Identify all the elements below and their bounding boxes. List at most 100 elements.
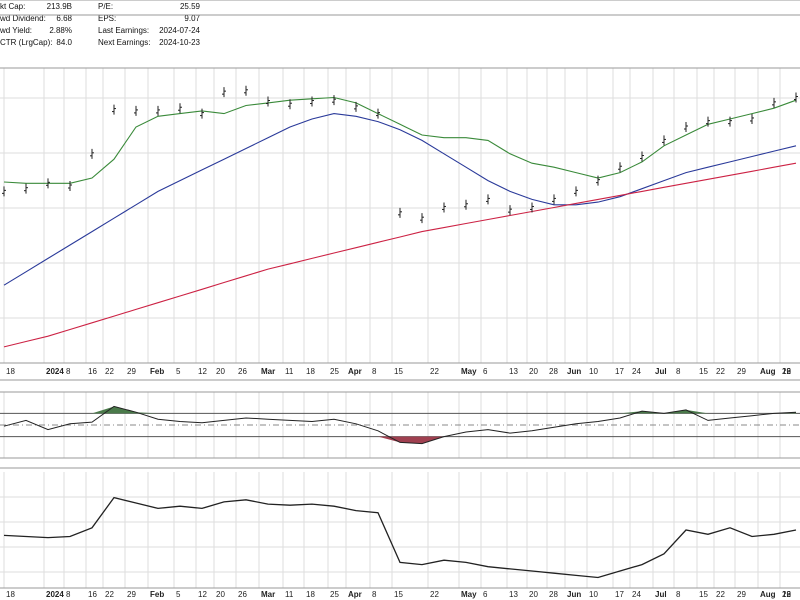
stat-label-last-earnings: Last Earnings:	[98, 26, 150, 35]
date-tick-label: 8	[66, 367, 71, 376]
date-tick-label: 24	[632, 367, 641, 376]
date-tick-label: 26	[238, 367, 247, 376]
grid-layer	[0, 68, 800, 588]
date-tick-label: 8	[676, 590, 681, 599]
price-bar	[794, 92, 798, 103]
date-tick-label: 12	[198, 590, 207, 599]
price-bar	[68, 181, 72, 191]
price-bar	[574, 186, 578, 197]
date-tick-label: Aug	[760, 590, 776, 599]
osc-line	[3, 405, 797, 445]
date-tick-label: 15	[394, 590, 403, 599]
price-bar	[354, 101, 358, 112]
date-tick-label: Feb	[150, 367, 164, 376]
date-tick-label: 5	[176, 367, 181, 376]
price-bar	[618, 162, 622, 173]
price-bar	[508, 205, 512, 216]
date-tick-label: 15	[699, 590, 708, 599]
price-bar	[134, 105, 138, 116]
stat-label-next-earnings: Next Earnings:	[98, 38, 151, 47]
date-tick-label: 2024	[46, 590, 64, 599]
date-tick-label: 12	[782, 367, 791, 376]
date-tick-label: 17	[615, 367, 624, 376]
stat-value-pe: 25.59	[179, 2, 200, 11]
date-tick-label: Mar	[261, 367, 275, 376]
date-tick-label: 11	[285, 590, 294, 599]
stat-label-dividend: wd Dividend:	[0, 14, 46, 23]
date-tick-label: 29	[737, 590, 746, 599]
date-tick-label: 6	[483, 367, 488, 376]
osc-oversold-fill	[400, 436, 422, 444]
date-tick-label: 12	[198, 367, 207, 376]
date-tick-label: 18	[6, 367, 15, 376]
osc-overbought-fill	[136, 412, 158, 414]
stat-value-sctr: 84.0	[56, 38, 72, 47]
stat-value-mkt-cap: 213.9B	[46, 2, 72, 11]
price-bar	[200, 108, 204, 119]
date-tick-label: 22	[105, 367, 114, 376]
ma-short-line	[3, 96, 797, 184]
date-tick-label: 22	[430, 367, 439, 376]
price-panel	[2, 85, 798, 348]
date-tick-label: 26	[782, 367, 791, 376]
date-tick-label: 10	[589, 367, 598, 376]
price-bar	[684, 122, 688, 132]
date-axis-bottom: 18 2024 8 16 22 29 Feb 5 12 20 26 Mar 11 18 25 Apr 8 15 22…	[6, 590, 791, 599]
date-tick-label: 28	[549, 590, 558, 599]
date-tick-label: 26	[782, 590, 791, 599]
price-bar	[2, 186, 6, 197]
date-tick-label: 18	[6, 590, 15, 599]
lower-indicator-line	[3, 496, 797, 579]
price-bar	[376, 108, 380, 119]
price-bar	[178, 103, 182, 114]
osc-overbought-fill	[92, 406, 114, 414]
date-tick-label: Jul	[655, 590, 667, 599]
date-tick-label: 25	[330, 367, 339, 376]
date-tick-label: Jun	[567, 367, 581, 376]
stat-value-next-earnings: 2024-10-23	[159, 38, 200, 47]
date-tick-label: 8	[372, 590, 377, 599]
stat-value-last-earnings: 2024-07-24	[159, 26, 200, 35]
date-tick-label: 24	[632, 590, 641, 599]
date-tick-label: 22	[430, 590, 439, 599]
date-tick-label: 29	[127, 590, 136, 599]
lower-panel	[3, 496, 797, 579]
date-tick-label: 28	[549, 367, 558, 376]
price-bar	[486, 194, 490, 205]
osc-oversold-fill	[378, 436, 400, 443]
date-tick-label: 17	[615, 590, 624, 599]
date-tick-label: Apr	[348, 590, 362, 599]
price-bar	[46, 178, 50, 189]
price-bar	[662, 135, 666, 146]
date-tick-label: 29	[737, 367, 746, 376]
date-tick-label: 26	[238, 590, 247, 599]
stat-value-dividend: 6.68	[56, 14, 72, 23]
date-tick-label: 5	[176, 590, 181, 599]
date-tick-label: 22	[716, 367, 725, 376]
price-bar	[772, 97, 776, 108]
price-bar	[332, 95, 336, 106]
date-tick-label: 25	[330, 590, 339, 599]
price-bar	[244, 85, 248, 96]
date-tick-label: 6	[483, 590, 488, 599]
date-tick-label: May	[461, 590, 477, 599]
date-tick-label: 16	[88, 367, 97, 376]
date-tick-label: 8	[676, 367, 681, 376]
date-tick-label: 12	[782, 590, 791, 599]
price-bar	[24, 183, 28, 194]
date-tick-label: 15	[394, 367, 403, 376]
date-tick-label: 20	[529, 590, 538, 599]
price-bar	[112, 104, 116, 115]
date-tick-label: 20	[529, 367, 538, 376]
date-tick-label: 29	[127, 367, 136, 376]
date-tick-label: 20	[216, 367, 225, 376]
date-tick-label: 22	[105, 590, 114, 599]
stat-label-mkt-cap: kt Cap:	[0, 2, 26, 11]
date-tick-label: 13	[509, 367, 518, 376]
stat-label-eps: EPS:	[98, 14, 117, 23]
date-tick-label: Feb	[150, 590, 164, 599]
ma-mid-line	[3, 113, 797, 286]
